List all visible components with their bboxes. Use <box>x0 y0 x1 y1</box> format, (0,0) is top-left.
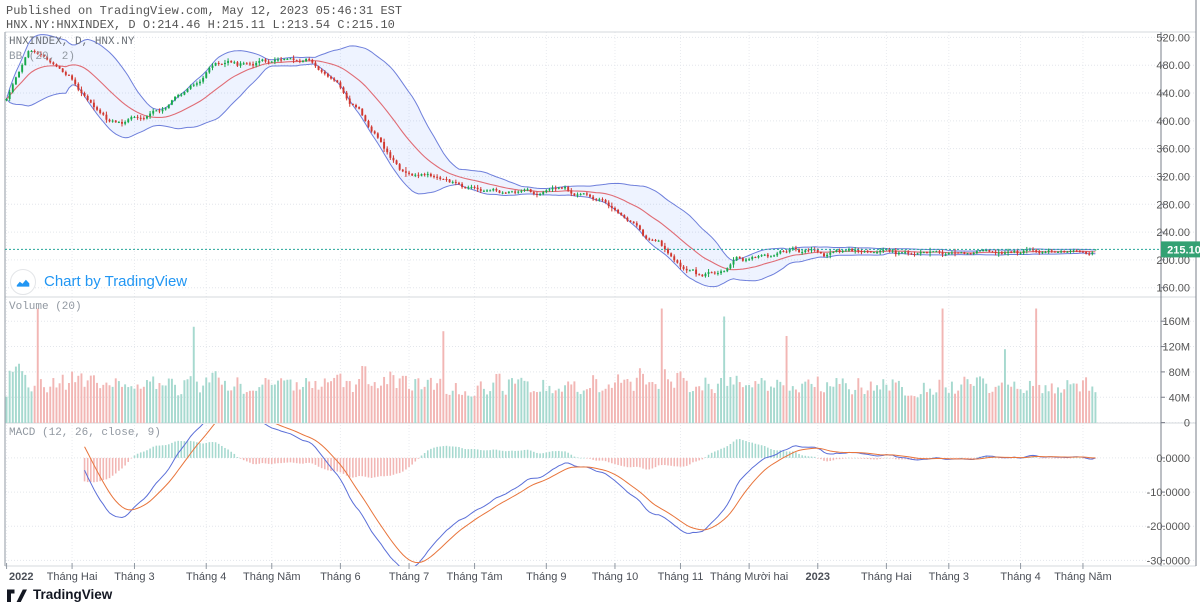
svg-text:Tháng Mười hai: Tháng Mười hai <box>710 571 788 583</box>
svg-text:Tháng 6: Tháng 6 <box>320 571 360 583</box>
svg-text:40M: 40M <box>1169 392 1190 404</box>
svg-text:Tháng Năm: Tháng Năm <box>243 571 300 583</box>
svg-text:400.00: 400.00 <box>1156 116 1190 128</box>
svg-text:520.00: 520.00 <box>1156 32 1190 44</box>
svg-text:2022: 2022 <box>9 571 33 583</box>
svg-text:480.00: 480.00 <box>1156 60 1190 72</box>
svg-text:Volume (20): Volume (20) <box>9 301 82 313</box>
svg-text:-10.0000: -10.0000 <box>1147 487 1190 499</box>
svg-text:2023: 2023 <box>806 571 830 583</box>
svg-text:215.10: 215.10 <box>1167 244 1200 256</box>
svg-text:360.00: 360.00 <box>1156 144 1190 156</box>
svg-text:Tháng 4: Tháng 4 <box>1000 571 1040 583</box>
svg-text:Tháng Tám: Tháng Tám <box>447 571 503 583</box>
svg-text:160.00: 160.00 <box>1156 283 1190 295</box>
svg-text:440.00: 440.00 <box>1156 88 1190 100</box>
svg-text:Tháng 9: Tháng 9 <box>526 571 566 583</box>
svg-text:Tháng 7: Tháng 7 <box>389 571 429 583</box>
svg-text:Tháng Hai: Tháng Hai <box>861 571 912 583</box>
svg-text:Tháng 10: Tháng 10 <box>592 571 638 583</box>
svg-text:-30.0000: -30.0000 <box>1147 555 1190 567</box>
svg-text:HNXINDEX, D, HNX.NY: HNXINDEX, D, HNX.NY <box>9 36 135 48</box>
svg-text:240.00: 240.00 <box>1156 227 1190 239</box>
svg-text:-20.0000: -20.0000 <box>1147 521 1190 533</box>
svg-text:0: 0 <box>1184 418 1190 430</box>
svg-text:BB (20, 2): BB (20, 2) <box>9 51 75 63</box>
svg-text:0.0000: 0.0000 <box>1156 453 1190 465</box>
svg-text:Tháng Hai: Tháng Hai <box>47 571 98 583</box>
svg-text:280.00: 280.00 <box>1156 199 1190 211</box>
svg-text:MACD (12, 26, close, 9): MACD (12, 26, close, 9) <box>9 427 161 439</box>
svg-text:320.00: 320.00 <box>1156 171 1190 183</box>
svg-text:120M: 120M <box>1162 342 1190 354</box>
svg-text:Tháng Năm: Tháng Năm <box>1054 571 1111 583</box>
svg-text:80M: 80M <box>1169 367 1190 379</box>
svg-text:Tháng 4: Tháng 4 <box>186 571 226 583</box>
svg-text:Tháng 3: Tháng 3 <box>929 571 969 583</box>
svg-text:Tháng 3: Tháng 3 <box>114 571 154 583</box>
svg-text:160M: 160M <box>1162 316 1190 328</box>
svg-text:Tháng 11: Tháng 11 <box>658 571 704 583</box>
